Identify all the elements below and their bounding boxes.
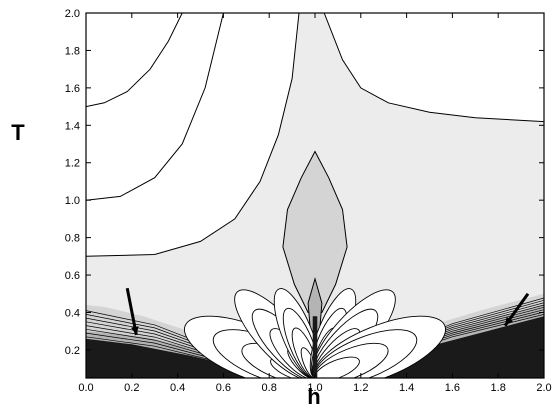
y-tick-label: 1.8 xyxy=(65,45,80,57)
contour-line-right-arch xyxy=(323,13,544,123)
y-tick-label: 1.4 xyxy=(65,120,80,132)
x-tick-label: 0.6 xyxy=(216,382,231,394)
contour-line-left-lower xyxy=(86,13,300,257)
petal-contour xyxy=(314,356,360,378)
x-tick-label: 1.0 xyxy=(307,382,322,394)
x-tick-label: 0.4 xyxy=(170,382,185,394)
region-white-upper-right xyxy=(324,13,544,122)
x-tick-label: 1.2 xyxy=(353,382,368,394)
y-tick-label: 0.2 xyxy=(65,345,80,357)
region-spike xyxy=(282,150,348,313)
y-tick-label: 1.2 xyxy=(65,158,80,170)
contour-line-upper-left-outer xyxy=(86,13,183,108)
region-white-upper-left xyxy=(86,13,299,257)
x-tick-label: 1.6 xyxy=(445,382,460,394)
contour-fills xyxy=(86,13,544,378)
x-tick-label: 0.8 xyxy=(262,382,277,394)
y-tick-label: 0.4 xyxy=(65,307,80,319)
plot-area xyxy=(86,13,544,378)
x-tick-label: 1.8 xyxy=(491,382,506,394)
region-black-column xyxy=(312,316,318,378)
annotation-arrow-head xyxy=(505,316,513,326)
x-tick-label: 0.0 xyxy=(78,382,93,394)
x-tick-label: 1.4 xyxy=(399,382,414,394)
contour-line-upper-left-inner xyxy=(86,13,224,201)
y-tick-label: 1.0 xyxy=(65,195,80,207)
y-tick-label: 0.8 xyxy=(65,233,80,245)
axes: 0.0 0.2 0.4 0.6 0.8 1.0 1.2 1.4 1.6 1.8 2.0 0.2 0.4 0… xyxy=(65,8,552,394)
y-axis-title: T xyxy=(11,120,25,145)
x-tick-label: 0.2 xyxy=(124,382,139,394)
y-tick-label: 1.6 xyxy=(65,83,80,95)
x-axis-title: h xyxy=(307,384,320,408)
y-tick-label: 2.0 xyxy=(65,8,80,20)
annotation-arrow-head xyxy=(130,326,139,335)
y-tick-label: 0.6 xyxy=(65,270,80,282)
x-tick-label: 2.0 xyxy=(536,382,551,394)
